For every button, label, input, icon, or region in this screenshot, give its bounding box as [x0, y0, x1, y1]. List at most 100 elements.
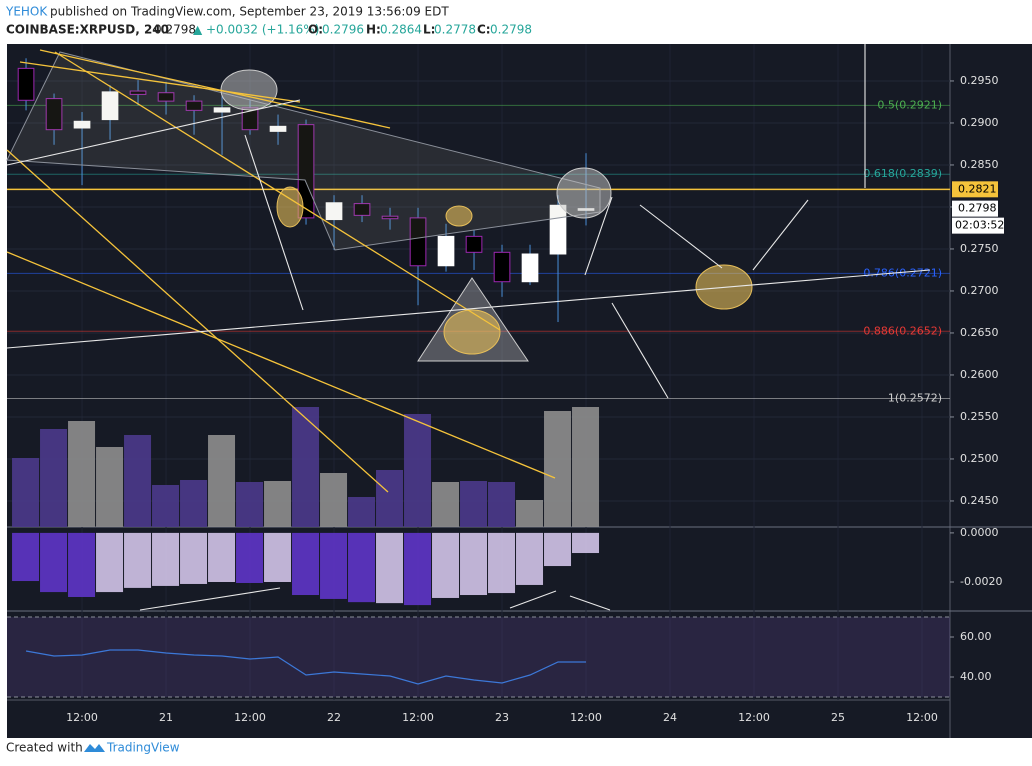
bar [236, 532, 264, 583]
band [7, 617, 950, 697]
trendline [19, 61, 301, 103]
y-tick-label: 40.00 [960, 670, 992, 683]
ellipse [556, 167, 612, 219]
published: published on TradingView.com, September … [50, 5, 449, 19]
close-value: 0.2798 [490, 23, 532, 37]
time-axis-background [7, 700, 950, 738]
arrow [611, 302, 669, 399]
ohlc-label: C: [477, 23, 491, 37]
bar [432, 482, 460, 527]
arrow [139, 587, 281, 611]
arrow [569, 595, 611, 611]
bar [376, 532, 404, 604]
price-tag-label: 0.2821 [958, 182, 997, 195]
change: +0.0032 (+1.16%) [206, 23, 319, 37]
x-tick-label: 12:00 [738, 711, 770, 724]
high-value: 0.2864 [380, 23, 422, 37]
bar [124, 435, 152, 527]
bar [68, 532, 96, 597]
bar [320, 532, 348, 599]
candle-body [129, 90, 147, 95]
price-tag-label: 0.2798 [958, 202, 997, 215]
author: YEHOK [5, 5, 48, 19]
bar [376, 470, 404, 527]
symbol: COINBASE:XRPUSD, 240 [6, 23, 169, 37]
trendline [6, 269, 931, 349]
last-price: 0.2798 [154, 23, 196, 37]
trendline [6, 99, 301, 166]
x-tick-label: 22 [327, 711, 341, 724]
price-tag [952, 181, 998, 198]
bar [572, 532, 600, 554]
x-tick-label: 12:00 [234, 711, 266, 724]
bar [432, 532, 460, 598]
bar [544, 411, 572, 527]
candle-body [157, 92, 175, 102]
bar [180, 480, 208, 527]
fib-label: 0.5(0.2921) [877, 98, 942, 111]
bar [572, 407, 600, 527]
header: YEHOK published on TradingView.com, Sept… [0, 0, 1032, 44]
y-tick-label: 0.2650 [960, 326, 999, 339]
bar [96, 447, 124, 527]
y-tick-label: 0.2500 [960, 452, 999, 465]
bar [516, 532, 544, 585]
marks [7, 44, 950, 700]
fib-label: 0.618(0.2839) [863, 167, 942, 180]
fib-label: 0.886(0.2652) [863, 324, 942, 337]
x-tick-label: 24 [663, 711, 677, 724]
ellipse [220, 69, 278, 111]
bar [460, 481, 488, 527]
change-arrow: ▲ [193, 23, 203, 37]
x-tick-label: 12:00 [906, 711, 938, 724]
trendline [54, 51, 501, 331]
y-tick-label: 0.2450 [960, 494, 999, 507]
ohlc-label: L: [423, 23, 435, 37]
candle-body [269, 125, 287, 132]
y-tick-label: 0.2850 [960, 158, 999, 171]
y-tick-label: 60.00 [960, 630, 992, 643]
bar [404, 532, 432, 606]
bar [460, 532, 488, 596]
created-with: Created with [6, 741, 83, 755]
ohlc-label: O: [308, 23, 323, 37]
bar [180, 532, 208, 584]
x-tick-label: 12:00 [570, 711, 602, 724]
bar [208, 435, 236, 527]
trendline [6, 251, 556, 479]
countdown: 02:03:52 [955, 219, 1004, 232]
y-tick-label: 0.2750 [960, 242, 999, 255]
price-axis-background [950, 44, 1032, 738]
arrow [752, 199, 809, 271]
bar [68, 421, 96, 527]
bar [292, 407, 320, 527]
y-tick-label: 0.2700 [960, 284, 999, 297]
bar [40, 532, 68, 593]
bar [40, 429, 68, 527]
candle-body [297, 124, 315, 219]
yellow-trendlines [6, 49, 556, 493]
candle-body [353, 203, 371, 216]
bar [348, 532, 376, 603]
bar [12, 532, 40, 582]
brand: TradingView [106, 741, 180, 755]
bar [152, 485, 180, 527]
bar [348, 497, 376, 527]
header-background [0, 0, 1032, 44]
arrow [509, 590, 557, 609]
x-tick-label: 25 [831, 711, 845, 724]
bar [236, 482, 264, 527]
x-tick-label: 12:00 [402, 711, 434, 724]
bar [264, 532, 292, 583]
countdown-box [952, 217, 1004, 234]
bar [544, 532, 572, 567]
candle-body [17, 67, 35, 101]
ohlc-label: H: [366, 23, 381, 37]
candle-body [409, 217, 427, 267]
bar [488, 482, 516, 527]
drawings [6, 44, 931, 611]
candle-body [101, 91, 119, 121]
candle-body [185, 100, 203, 111]
candle-body [493, 251, 511, 283]
